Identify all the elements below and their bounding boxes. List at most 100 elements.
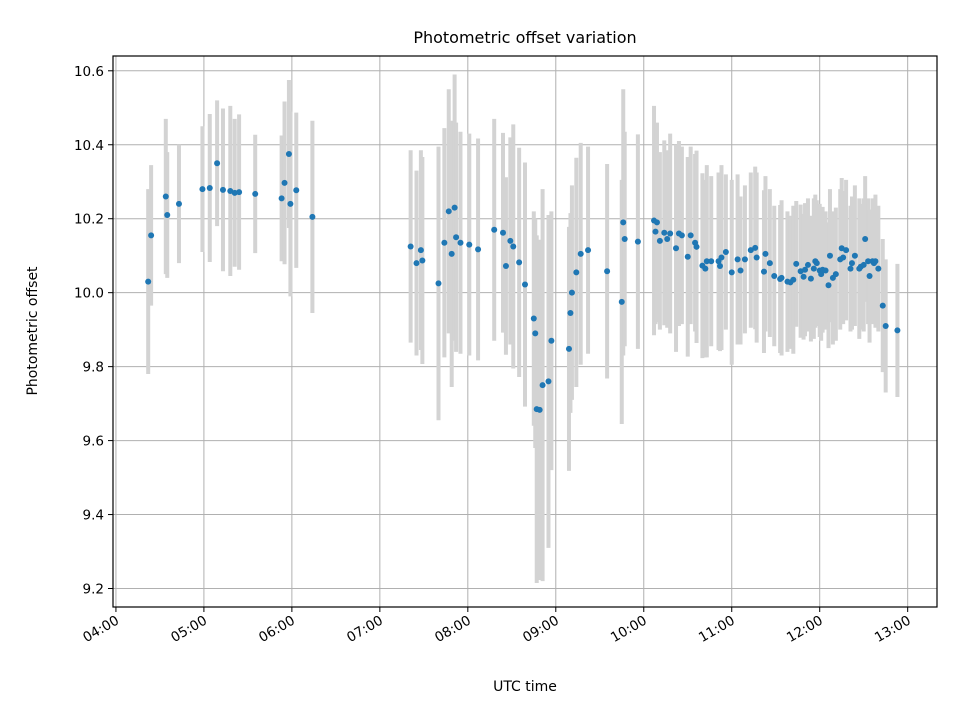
- data-point: [832, 271, 839, 278]
- x-tick-label: 06:00: [256, 613, 298, 646]
- data-point: [510, 243, 517, 250]
- data-point: [419, 257, 426, 264]
- data-point: [530, 315, 537, 322]
- data-points: [145, 150, 901, 413]
- plot-frame: [112, 55, 938, 608]
- data-point: [568, 289, 575, 296]
- data-point: [457, 239, 464, 246]
- data-point: [722, 248, 729, 255]
- data-point: [717, 263, 724, 270]
- data-point: [148, 232, 155, 239]
- data-point: [762, 250, 769, 257]
- chart-title: Photometric offset variation: [413, 28, 636, 47]
- data-point: [585, 247, 592, 254]
- data-point: [162, 193, 169, 200]
- data-point: [728, 269, 735, 276]
- data-point: [804, 261, 811, 268]
- data-point: [219, 186, 226, 193]
- data-point: [771, 273, 778, 280]
- data-point: [737, 267, 744, 274]
- x-tick-label: 05:00: [168, 613, 210, 646]
- data-point: [621, 236, 628, 243]
- data-point: [278, 195, 285, 202]
- data-point: [800, 273, 807, 280]
- data-point: [866, 273, 873, 280]
- data-point: [802, 266, 809, 273]
- data-point: [718, 254, 725, 261]
- data-point: [847, 265, 854, 272]
- x-axis-label: UTC time: [493, 679, 557, 695]
- data-point: [826, 252, 833, 259]
- data-point: [860, 261, 867, 268]
- x-tick-label: 04:00: [80, 613, 122, 646]
- y-tick-label: 10.0: [74, 286, 104, 302]
- data-point: [309, 213, 316, 220]
- error-bars: [146, 74, 900, 583]
- data-point: [652, 228, 659, 235]
- data-point: [545, 378, 552, 385]
- data-point: [687, 232, 694, 239]
- data-point: [778, 274, 785, 281]
- data-point: [753, 254, 760, 261]
- data-point: [491, 226, 498, 233]
- data-point: [435, 280, 442, 287]
- data-point: [620, 219, 627, 226]
- data-point: [865, 258, 872, 265]
- data-point: [851, 252, 858, 259]
- data-point: [661, 229, 668, 236]
- y-tick-label: 9.4: [83, 508, 104, 524]
- data-point: [840, 254, 847, 261]
- data-point: [708, 258, 715, 265]
- data-point: [214, 160, 221, 167]
- data-point: [825, 282, 832, 289]
- data-point: [573, 269, 580, 276]
- data-point: [539, 382, 546, 389]
- y-tick-label: 10.4: [74, 138, 104, 154]
- data-point: [281, 179, 288, 186]
- data-point: [882, 322, 889, 329]
- x-tick-label: 07:00: [344, 613, 386, 646]
- data-point: [175, 200, 182, 207]
- data-point: [684, 253, 691, 260]
- data-point: [872, 258, 879, 265]
- data-point: [634, 238, 641, 245]
- data-point: [752, 244, 759, 251]
- x-tick-label: 13:00: [872, 613, 914, 646]
- data-point: [807, 275, 814, 282]
- data-point: [618, 298, 625, 305]
- data-point: [536, 406, 543, 413]
- data-point: [656, 237, 663, 244]
- data-point: [565, 345, 572, 352]
- data-point: [199, 186, 206, 193]
- data-point: [516, 259, 523, 266]
- data-point: [822, 267, 829, 274]
- data-point: [448, 250, 455, 257]
- data-point: [766, 260, 773, 267]
- data-point: [164, 212, 171, 219]
- data-point: [577, 250, 584, 257]
- data-point: [417, 247, 424, 254]
- data-point: [466, 241, 473, 248]
- y-tick-label: 9.6: [83, 434, 104, 450]
- data-point: [653, 219, 660, 226]
- data-point: [507, 237, 514, 244]
- data-point: [734, 256, 741, 263]
- data-point: [287, 200, 294, 207]
- data-point: [678, 232, 685, 239]
- y-tick-label: 9.2: [83, 582, 104, 598]
- data-point: [206, 185, 213, 192]
- data-point: [500, 229, 507, 236]
- data-point: [145, 278, 152, 285]
- data-point: [532, 330, 539, 337]
- data-point: [453, 234, 460, 241]
- data-point: [790, 276, 797, 283]
- data-point: [664, 236, 671, 243]
- data-point: [667, 230, 674, 237]
- data-point: [862, 236, 869, 243]
- data-point: [252, 190, 259, 197]
- data-point: [813, 260, 820, 267]
- data-point: [522, 281, 528, 288]
- y-tick-label: 10.6: [74, 64, 104, 80]
- y-axis-label: Photometric offset: [25, 266, 41, 396]
